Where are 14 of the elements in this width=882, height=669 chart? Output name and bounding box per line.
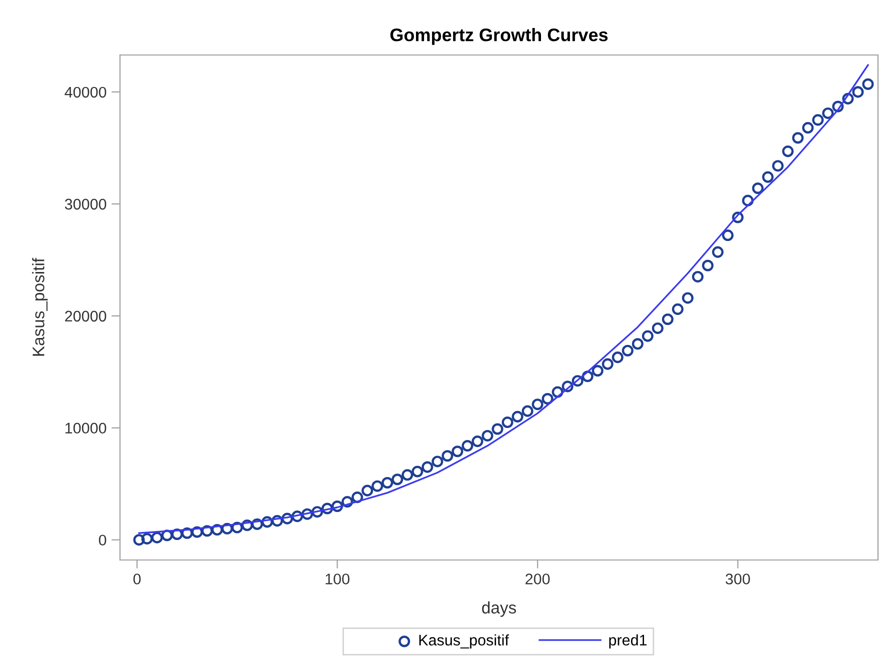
y-tick-label: 30000 bbox=[64, 198, 106, 210]
x-axis-title: days bbox=[482, 601, 516, 617]
x-tick-label: 200 bbox=[526, 574, 550, 584]
y-tick-label: 40000 bbox=[64, 86, 106, 98]
y-tick-label: 0 bbox=[98, 534, 106, 546]
x-tick-label: 300 bbox=[726, 574, 750, 584]
chart-title: Gompertz Growth Curves bbox=[390, 28, 608, 45]
x-tick-label: 100 bbox=[326, 574, 350, 584]
y-axis-title: Kasus_positif bbox=[32, 258, 48, 356]
x-tick-label: 0 bbox=[133, 574, 141, 584]
legend-label: Kasus_positif bbox=[419, 634, 509, 649]
legend-label: pred1 bbox=[609, 634, 647, 649]
y-tick-label: 10000 bbox=[65, 422, 106, 434]
y-tick-label: 20000 bbox=[65, 310, 106, 322]
